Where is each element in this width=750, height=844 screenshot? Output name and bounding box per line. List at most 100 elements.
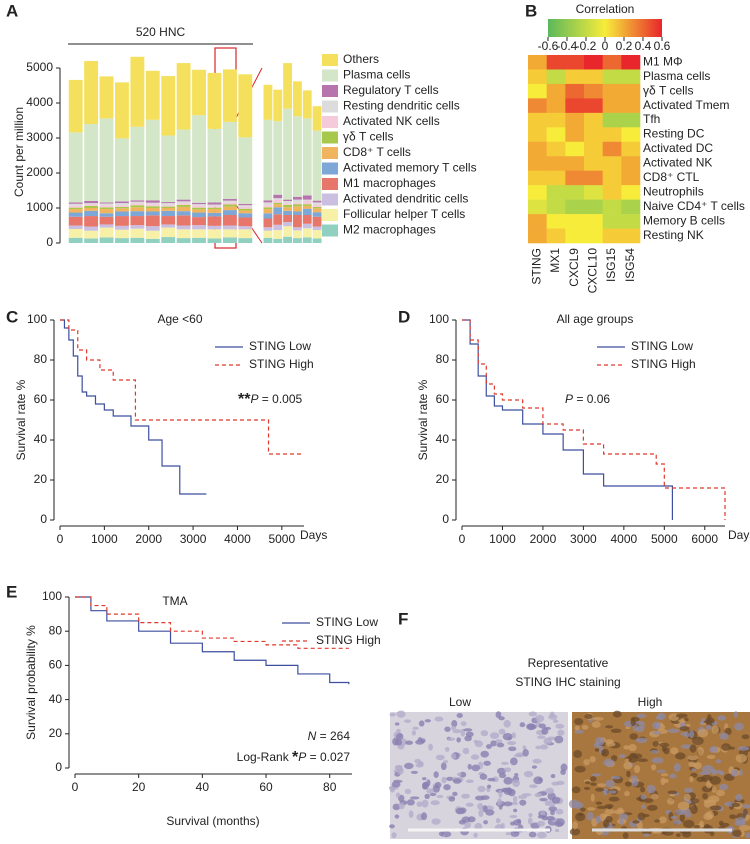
stain (640, 794, 647, 800)
stain (613, 809, 625, 815)
nucleus (426, 788, 434, 794)
annotation-part: P (250, 392, 258, 406)
nucleus (552, 719, 559, 724)
bar-segment (115, 201, 129, 204)
bar-segment (176, 199, 191, 202)
bar-segment (238, 226, 253, 230)
heat-cell (621, 156, 641, 171)
legend-swatch (322, 54, 338, 66)
stain (633, 765, 641, 774)
bar-segment (222, 200, 237, 203)
bar-segment (263, 205, 273, 208)
x-tick-label: 20 (132, 780, 146, 794)
nucleus (410, 770, 418, 774)
stain (602, 819, 610, 828)
stain (647, 804, 658, 811)
nucleus (538, 723, 546, 729)
nucleus (395, 792, 401, 798)
panel-f-subtitle: STING IHC staining (515, 675, 620, 689)
bar-segment (99, 205, 114, 208)
bar-segment (84, 230, 99, 239)
bar-segment (207, 216, 222, 226)
nucleus (554, 828, 560, 833)
nucleus (424, 793, 430, 799)
bar-segment (312, 208, 322, 213)
bar-segment (263, 227, 273, 231)
stain (630, 775, 638, 779)
nucleus (433, 771, 439, 778)
bar-segment (192, 204, 206, 206)
stain (595, 815, 602, 824)
bar-segment (263, 202, 273, 206)
heat-cell (602, 141, 622, 157)
row-label: Naive CD4⁺ T cells (643, 199, 745, 213)
nucleus (500, 761, 509, 765)
bar-segment (292, 206, 302, 212)
bar-segment (145, 211, 160, 216)
nucleus (545, 787, 554, 795)
nucleus (446, 776, 454, 781)
heat-cell (621, 170, 641, 186)
legend-label: Activated NK cells (343, 114, 440, 128)
stain (735, 753, 747, 763)
nucleus (487, 777, 496, 782)
stain (702, 792, 708, 800)
stain (703, 720, 715, 724)
bar-segment (283, 226, 293, 237)
y-tick-label: 40 (34, 432, 48, 446)
stain (690, 805, 698, 814)
stain (702, 765, 714, 773)
stain (596, 805, 608, 809)
heat-cell (584, 199, 603, 215)
nucleus (456, 737, 461, 743)
bar-segment (192, 115, 206, 203)
y-tick-label: 40 (49, 692, 63, 706)
heat-cell (546, 98, 566, 114)
annotation: N = 264 (308, 729, 351, 743)
bar-segment (145, 215, 160, 227)
column-label: ISG15 (604, 248, 618, 282)
bar-segment (192, 229, 206, 238)
nucleus (513, 795, 518, 803)
x-tick-label: 40 (196, 780, 210, 794)
stain (717, 715, 727, 721)
bar-segment (99, 118, 114, 203)
legend-label: STING Low (249, 339, 311, 353)
x-axis-label: Days (300, 528, 327, 542)
heat-cell (565, 141, 585, 157)
stain (603, 790, 608, 796)
nucleus (448, 796, 456, 802)
nucleus (548, 806, 558, 812)
heat-cell (621, 127, 641, 143)
bar-segment (263, 84, 273, 120)
heat-cell (565, 156, 585, 171)
x-tick-label: 2000 (135, 532, 162, 546)
heat-cell (565, 112, 585, 128)
stain (610, 775, 621, 780)
stain (709, 776, 721, 785)
row-label: Activated Tmem (643, 98, 729, 112)
nucleus (541, 727, 549, 735)
nucleus (396, 733, 404, 740)
nucleus (529, 784, 538, 788)
stain (658, 816, 667, 824)
bar-segment (263, 119, 273, 201)
colorbar-tick-label: 0 (602, 39, 609, 53)
stain (673, 819, 682, 825)
heat-cell (528, 127, 547, 143)
stain (699, 820, 704, 827)
nucleus (504, 767, 512, 773)
bar-segment (222, 198, 237, 201)
bar-segment (292, 230, 302, 239)
nucleus (521, 793, 532, 797)
nucleus (464, 735, 472, 742)
stain (709, 805, 722, 811)
bar-segment (145, 204, 160, 207)
bar-segment (192, 225, 206, 230)
heat-cell (621, 69, 641, 85)
bar-segment (238, 205, 253, 207)
stain (703, 800, 712, 808)
bar-segment (283, 210, 293, 215)
nucleus (503, 777, 513, 785)
stain (635, 737, 648, 743)
